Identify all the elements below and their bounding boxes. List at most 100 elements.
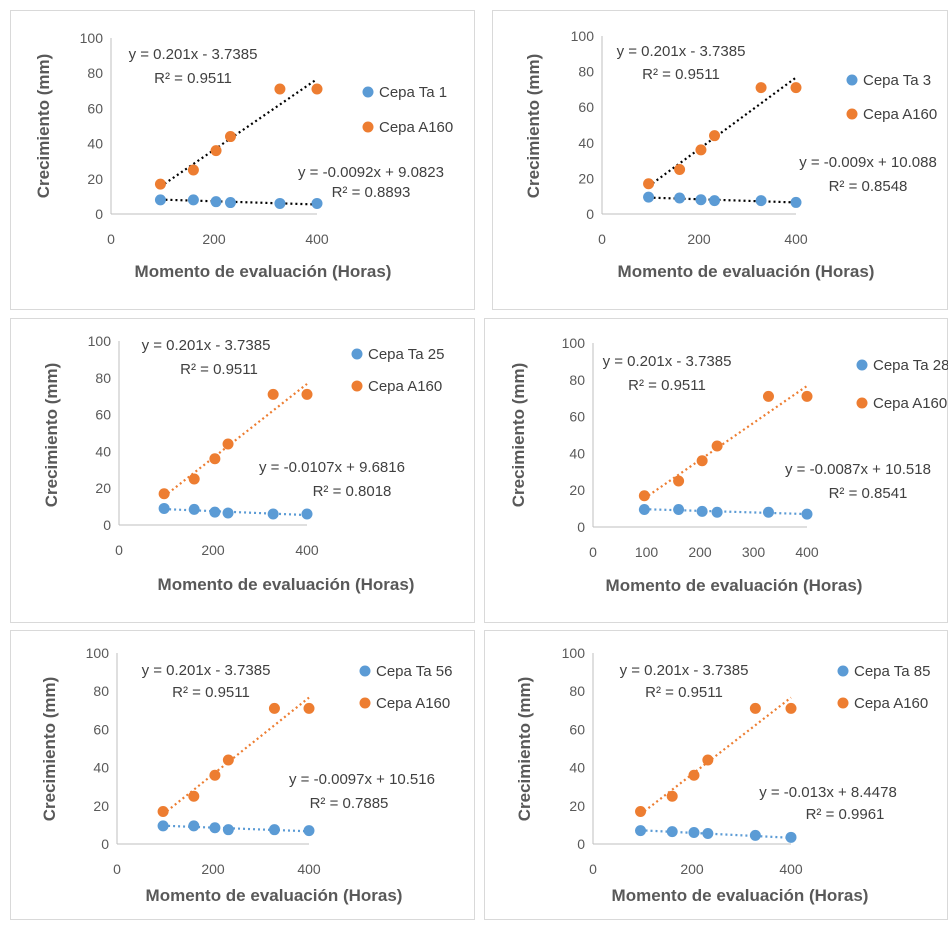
point-ta [801, 508, 813, 520]
y-tick-label: 60 [87, 100, 103, 116]
y-tick-label: 20 [95, 480, 111, 496]
point-ta [274, 197, 286, 209]
point-ta [267, 508, 279, 520]
point-ta [154, 194, 166, 206]
chart-3: 0 20 40 60 80 100 0 200 400 Momento de evaluación… [42, 333, 444, 594]
x-tick-label: 400 [295, 542, 319, 558]
x-tick-label: 0 [115, 542, 123, 558]
y-tick-label: 20 [578, 170, 594, 186]
point-a160 [274, 83, 286, 95]
point-ta [688, 827, 700, 839]
y-tick-label: 20 [87, 171, 103, 187]
chart-panel-4: 0 20 40 60 80 100 0 100 200 300 400 Momento de eval… [484, 318, 948, 623]
point-a160 [762, 390, 774, 402]
legend-label: Cepa A160 [379, 119, 453, 136]
chart-panel-1: 0 20 40 60 80 100 0 200 400 Momento de evaluación… [10, 10, 475, 310]
equation-ta: y = -0.009x + 10.088 [799, 154, 937, 171]
x-tick-label: 0 [589, 861, 597, 877]
point-ta [187, 194, 199, 206]
y-tick-label: 60 [95, 407, 111, 423]
y-tick-label: 80 [569, 372, 585, 388]
trendline-ta [648, 196, 797, 204]
y-tick-label: 80 [569, 683, 585, 699]
point-ta [210, 196, 222, 208]
chart-panel-6: 0 20 40 60 80 100 0 200 400 Momento de evaluación… [484, 630, 948, 920]
point-a160 [301, 388, 313, 400]
equation-a160: y = 0.201x - 3.7385 [129, 46, 258, 63]
equation-ta: y = -0.0097x + 10.516 [289, 771, 435, 788]
y-tick-label: 0 [95, 206, 103, 222]
legend-label: Cepa Ta 25 [368, 346, 444, 363]
x-axis-title: Momento de evaluación (Horas) [135, 262, 392, 281]
point-a160 [755, 82, 767, 94]
trendline-a160 [643, 385, 808, 500]
y-tick-label: 0 [103, 517, 111, 533]
point-a160 [224, 131, 236, 143]
y-axis-title: Crecimiento (mm) [40, 677, 59, 822]
x-tick-label: 200 [688, 544, 712, 560]
legend-label: Cepa A160 [854, 695, 928, 712]
x-tick-label: 0 [107, 231, 115, 247]
point-a160 [749, 702, 761, 714]
x-tick-label: 200 [201, 542, 225, 558]
y-tick-label: 100 [571, 28, 595, 44]
x-axis-title: Momento de evaluación (Horas) [618, 262, 875, 281]
equation-ta: y = -0.013x + 8.4478 [759, 784, 897, 801]
x-axis-title: Momento de evaluación (Horas) [606, 576, 863, 595]
legend-label: Cepa Ta 85 [854, 663, 930, 680]
point-ta [674, 192, 686, 204]
legend-label: Cepa Ta 56 [376, 663, 452, 680]
point-a160 [209, 453, 221, 465]
legend-marker [359, 697, 371, 709]
chart-5: 0 20 40 60 80 100 0 200 400 Momento de evaluación… [40, 645, 452, 905]
legend-marker [837, 697, 849, 709]
point-a160 [209, 769, 221, 781]
r2-ta: R² = 0.8541 [829, 485, 908, 502]
point-ta [303, 825, 315, 837]
y-axis-title: Crecimiento (mm) [34, 54, 53, 199]
y-tick-label: 100 [562, 645, 586, 661]
y-axis-title: Crecimiento (mm) [515, 677, 534, 822]
point-ta [157, 820, 169, 832]
legend-marker [359, 665, 371, 677]
point-a160 [696, 455, 708, 467]
trendline-ta [163, 824, 310, 833]
point-a160 [268, 702, 280, 714]
legend-marker [856, 359, 868, 371]
y-tick-label: 40 [93, 760, 109, 776]
point-ta [224, 197, 236, 209]
trendline-a160 [647, 76, 797, 188]
x-tick-label: 0 [113, 861, 121, 877]
y-tick-label: 40 [95, 443, 111, 459]
y-tick-label: 40 [578, 135, 594, 151]
legend-marker [362, 86, 374, 98]
point-ta [762, 506, 774, 518]
equation-ta: y = -0.0092x + 9.0823 [298, 164, 444, 181]
point-ta [643, 191, 655, 203]
trendline-a160 [159, 78, 318, 188]
trendline-a160 [162, 696, 310, 816]
r2-a160: R² = 0.9511 [642, 66, 720, 83]
legend-label: Cepa Ta 28 [873, 357, 948, 374]
point-ta [222, 507, 234, 519]
point-ta [311, 197, 323, 209]
r2-a160: R² = 0.9511 [628, 377, 706, 394]
y-axis-title: Crecimiento (mm) [509, 363, 528, 508]
legend-label: Cepa A160 [863, 106, 937, 123]
y-tick-label: 60 [578, 99, 594, 115]
legend-marker [351, 380, 363, 392]
point-ta [635, 825, 647, 837]
x-tick-label: 200 [201, 861, 225, 877]
legend-label: Cepa Ta 3 [863, 72, 931, 89]
r2-ta: R² = 0.7885 [310, 795, 389, 812]
x-tick-label: 400 [784, 231, 808, 247]
y-tick-label: 60 [569, 409, 585, 425]
point-a160 [311, 83, 323, 95]
x-tick-label: 300 [742, 544, 766, 560]
point-a160 [157, 806, 169, 818]
x-tick-label: 100 [635, 544, 659, 560]
point-a160 [709, 130, 721, 142]
point-a160 [688, 769, 700, 781]
point-ta [709, 195, 721, 207]
point-a160 [643, 178, 655, 190]
